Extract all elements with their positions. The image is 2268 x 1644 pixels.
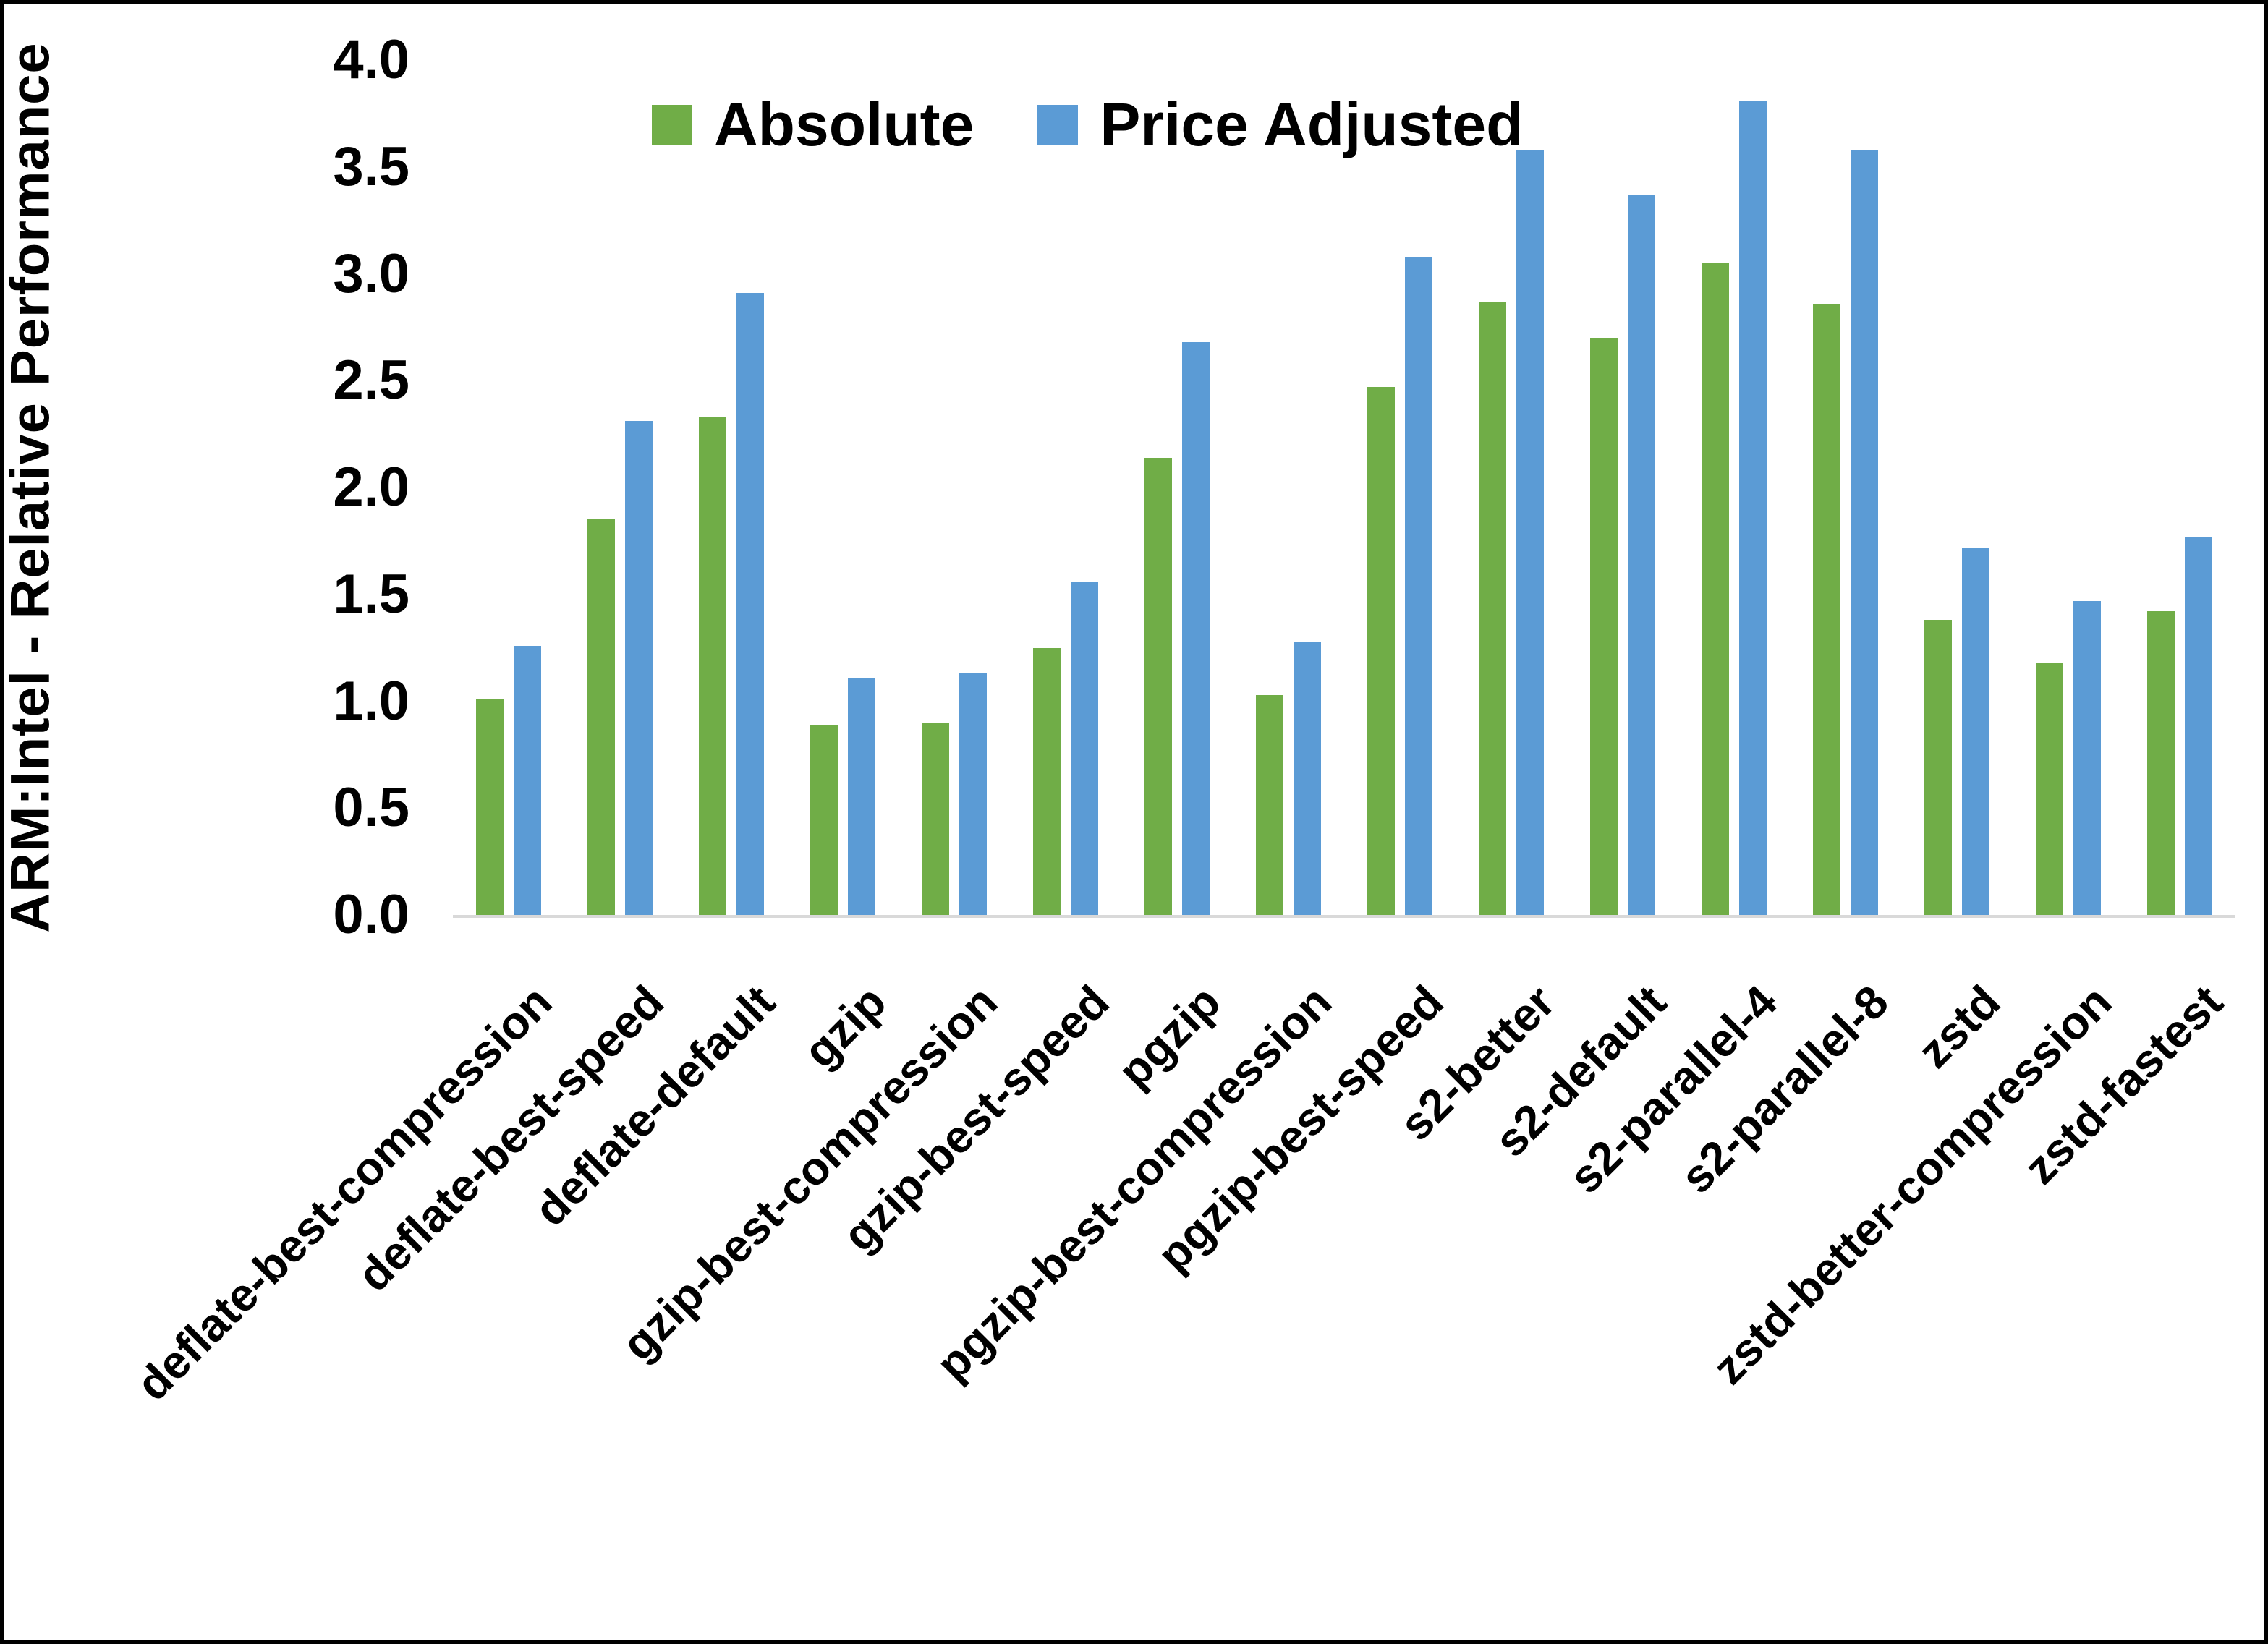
- y-tick-label-2.0: 2.0: [333, 456, 409, 518]
- legend-swatch-absolute: [652, 104, 692, 145]
- legend-item-price-adjusted: Price Adjusted: [1037, 90, 1523, 160]
- bar-price-adjusted-pgzip-best-speed: [1405, 256, 1432, 915]
- bar-group-pgzip-best-speed: [1344, 60, 1456, 915]
- bar-absolute-deflate-best-compression: [476, 699, 504, 915]
- bar-absolute-pgzip-best-compression: [1256, 694, 1283, 915]
- bar-group-s2-default: [1567, 60, 1678, 915]
- bar-absolute-s2-parallel-4: [1702, 263, 1729, 915]
- bar-price-adjusted-zstd: [1962, 547, 1989, 915]
- legend-label-absolute: Absolute: [714, 90, 974, 158]
- bar-price-adjusted-gzip-best-speed: [1071, 582, 1098, 915]
- bar-price-adjusted-deflate-default: [736, 293, 764, 915]
- plot-area: [453, 60, 2235, 918]
- bar-group-gzip-best-compression: [899, 60, 1010, 915]
- bar-absolute-zstd: [1924, 620, 1952, 915]
- bar-group-s2-parallel-4: [1678, 60, 1790, 915]
- legend-item-absolute: Absolute: [652, 90, 974, 160]
- y-tick-label-1.0: 1.0: [333, 670, 409, 732]
- bar-absolute-gzip: [810, 725, 838, 915]
- bar-absolute-pgzip-best-speed: [1367, 387, 1395, 915]
- bar-absolute-s2-better: [1479, 301, 1506, 915]
- bar-group-s2-parallel-8: [1790, 60, 1901, 915]
- y-tick-label-4.0: 4.0: [333, 29, 409, 90]
- legend: Absolute Price Adjusted: [652, 90, 1523, 160]
- bar-price-adjusted-pgzip: [1182, 342, 1210, 915]
- x-tick-label-deflate-best-compression: deflate-best-compression: [126, 975, 562, 1411]
- bar-absolute-pgzip: [1144, 457, 1172, 915]
- bar-absolute-gzip-best-compression: [922, 723, 949, 915]
- bar-group-deflate-best-compression: [453, 60, 564, 915]
- bar-price-adjusted-s2-parallel-8: [1851, 150, 1878, 915]
- y-tick-label-1.5: 1.5: [333, 563, 409, 625]
- y-axis-title-text: ARM:Intel - Relative Performance: [0, 42, 61, 933]
- bar-absolute-deflate-default: [699, 417, 726, 915]
- bar-absolute-zstd-fastest: [2147, 611, 2175, 915]
- legend-label-price-adjusted: Price Adjusted: [1100, 90, 1524, 158]
- bar-price-adjusted-deflate-best-speed: [625, 421, 653, 915]
- bar-group-gzip-best-speed: [1010, 60, 1121, 915]
- bar-group-deflate-best-speed: [564, 60, 676, 915]
- bar-group-zstd: [1901, 60, 2013, 915]
- bar-price-adjusted-gzip: [848, 678, 875, 915]
- bar-price-adjusted-deflate-best-compression: [514, 645, 541, 915]
- bar-group-gzip: [787, 60, 899, 915]
- bar-absolute-zstd-better-compression: [2036, 663, 2063, 915]
- bar-price-adjusted-zstd-better-compression: [2073, 600, 2101, 915]
- y-tick-label-2.5: 2.5: [333, 349, 409, 412]
- bar-price-adjusted-gzip-best-compression: [959, 673, 987, 915]
- bar-group-zstd-fastest: [2124, 60, 2235, 915]
- y-tick-label-0.5: 0.5: [333, 777, 409, 839]
- bar-price-adjusted-s2-parallel-4: [1739, 101, 1767, 915]
- bar-group-s2-better: [1456, 60, 1567, 915]
- bar-group-zstd-better-compression: [2013, 60, 2124, 915]
- y-tick-label-3.5: 3.5: [333, 135, 409, 197]
- bar-price-adjusted-zstd-fastest: [2185, 536, 2212, 915]
- bar-absolute-gzip-best-speed: [1033, 647, 1061, 915]
- bar-group-pgzip: [1121, 60, 1233, 915]
- bar-price-adjusted-s2-better: [1516, 150, 1544, 915]
- legend-swatch-price-adjusted: [1037, 104, 1079, 145]
- bar-group-deflate-default: [676, 60, 787, 915]
- bar-absolute-deflate-best-speed: [587, 519, 615, 915]
- bar-price-adjusted-pgzip-best-compression: [1294, 641, 1321, 915]
- y-tick-label-3.0: 3.0: [333, 242, 409, 304]
- bar-group-pgzip-best-compression: [1233, 60, 1344, 915]
- bar-absolute-s2-default: [1590, 338, 1618, 915]
- bar-price-adjusted-s2-default: [1628, 195, 1655, 915]
- bar-absolute-s2-parallel-8: [1813, 303, 1840, 915]
- y-tick-label-0.0: 0.0: [333, 884, 409, 945]
